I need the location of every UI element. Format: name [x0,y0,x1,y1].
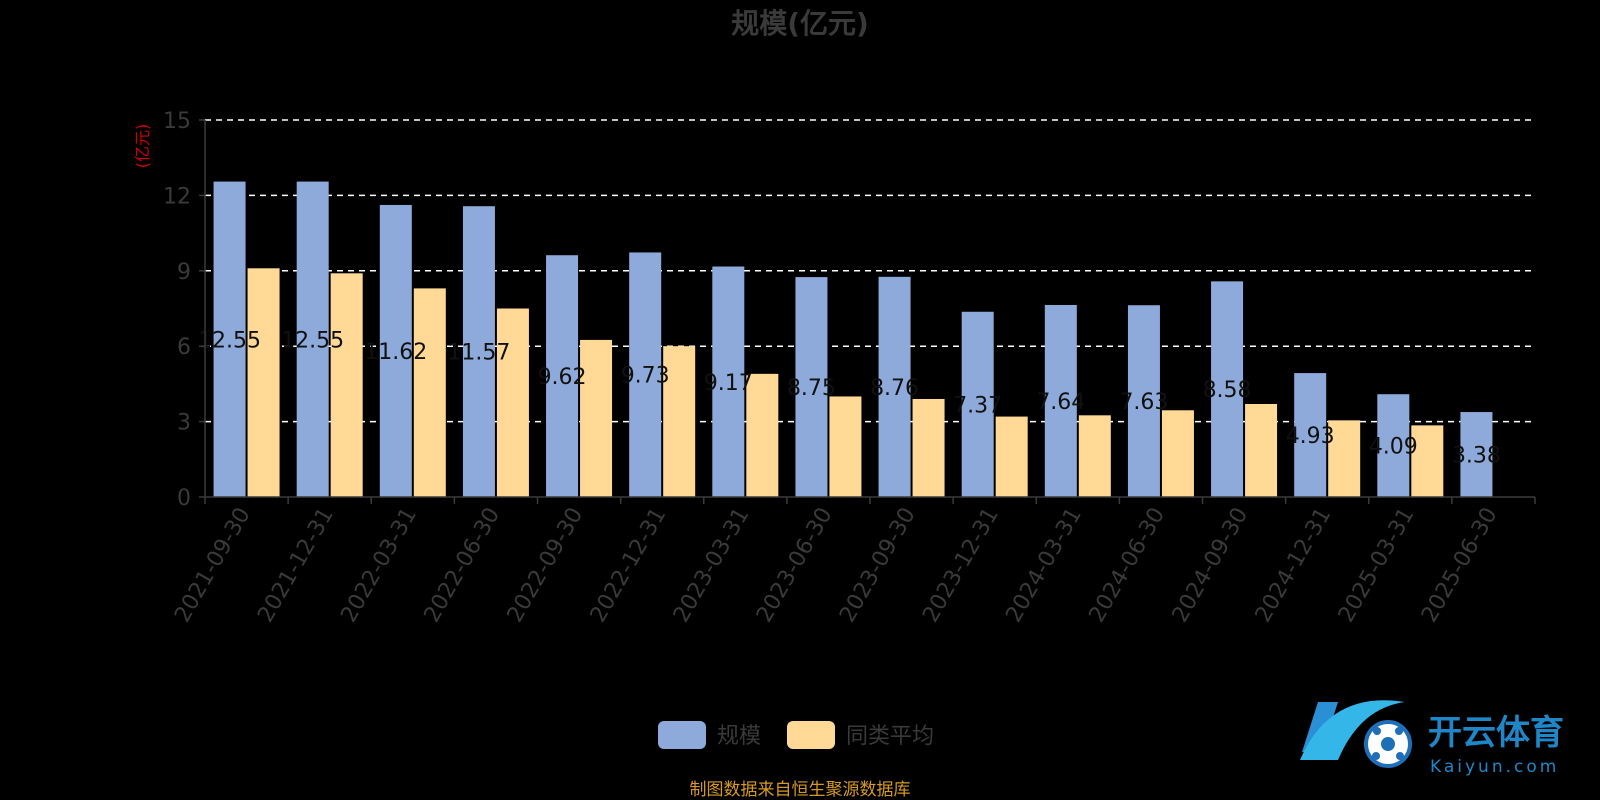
bar-category-average [995,416,1028,497]
x-tick-label: 2025-03-31 [1334,504,1420,627]
bar-category-average [912,398,945,497]
x-tick-label: 2021-12-31 [253,504,339,627]
x-tick-label: 2023-12-31 [918,504,1004,627]
bar-scale [1294,373,1327,497]
legend-item-scale[interactable]: 规模 [658,721,761,749]
y-tick-label: 15 [163,109,191,134]
data-label-scale: 3.38 [1452,444,1501,469]
bar-category-average [580,339,613,497]
x-tick-label: 2024-09-30 [1168,504,1254,627]
data-label-scale: 8.76 [870,376,919,401]
bar-scale [546,255,579,497]
bar-category-average [663,346,696,497]
x-tick-label: 2023-06-30 [752,504,838,627]
data-label-scale: 8.75 [787,376,836,401]
data-label-scale: 9.62 [538,365,587,390]
bar-scale [1127,305,1160,497]
x-tick-label: 2023-03-31 [669,504,755,627]
data-label-scale: 11.62 [364,340,427,365]
data-label-scale: 12.55 [281,328,344,353]
bar-category-average [1078,415,1111,497]
axes-group: 036912152021-09-302021-12-312022-03-3120… [163,109,1536,627]
bar-scale [961,311,994,497]
legend-label: 同类平均 [846,724,934,749]
legend[interactable]: 规模 同类平均 [658,721,934,749]
bar-scale [296,181,329,497]
data-labels-group: 12.55 12.55 11.62 11.57 9.62 9.73 9.17 8.75 8.76… [198,328,1501,468]
bar-scale [1460,412,1493,497]
x-tick-label: 2022-12-31 [586,504,672,627]
y-tick-label: 9 [177,260,191,285]
data-label-scale: 4.09 [1369,435,1418,460]
bar-category-average [1245,404,1278,497]
source-note: 制图数据来自恒生聚源数据库 [690,780,911,800]
x-tick-label: 2024-03-31 [1001,504,1087,627]
data-label-scale: 8.58 [1203,378,1252,403]
bar-scale [878,276,911,497]
y-tick-label: 0 [177,486,191,511]
y-tick-label: 6 [177,335,191,360]
data-label-scale: 9.17 [704,371,753,396]
bar-scale [712,266,745,497]
bar-scale [1044,304,1077,497]
bar-scale [1211,281,1244,497]
logo-swoosh-icon [1300,700,1405,760]
legend-item-category-average[interactable]: 同类平均 [787,721,934,749]
data-label-scale: 4.93 [1286,424,1335,449]
x-tick-label: 2022-03-31 [336,504,422,627]
watermark-logo: 开云体育 Kaiyun.com [1300,700,1564,777]
data-label-scale: 7.63 [1119,390,1168,415]
y-tick-label: 12 [163,184,191,209]
bar-scale [462,206,495,497]
bar-category-average [746,373,779,497]
bars-group [213,181,1493,497]
watermark-domain: Kaiyun.com [1430,757,1559,777]
bar-category-average [829,396,862,497]
x-tick-label: 2022-09-30 [503,504,589,627]
x-tick-label: 2024-12-31 [1251,504,1337,627]
bar-scale [213,181,246,497]
data-label-scale: 9.73 [621,364,670,389]
bar-scale [379,204,412,497]
bar-category-average [413,288,446,497]
bar-scale [795,277,828,497]
data-label-scale: 7.37 [953,393,1002,418]
bar-category-average [496,308,529,497]
data-label-scale: 12.55 [198,328,261,353]
bar-scale [1377,394,1410,497]
legend-swatch [787,721,835,749]
legend-swatch [658,721,706,749]
data-label-scale: 11.57 [447,341,510,366]
bar-category-average [1161,410,1194,497]
watermark-brand: 开云体育 [1428,713,1564,753]
x-tick-label: 2022-06-30 [420,504,506,627]
bar-category-average [1328,420,1361,497]
legend-label: 规模 [717,724,761,749]
chart-title: 规模(亿元) [731,7,869,40]
bar-category-average [1411,425,1444,497]
data-label-scale: 7.64 [1036,390,1085,415]
x-tick-label: 2023-09-30 [835,504,921,627]
x-tick-label: 2024-06-30 [1085,504,1171,627]
y-axis-label: (亿元) [133,124,152,169]
y-tick-label: 3 [177,411,191,436]
bar-category-average [247,268,280,497]
x-tick-label: 2025-06-30 [1417,504,1503,627]
bar-category-average [330,273,363,497]
x-tick-label: 2021-09-30 [170,504,256,627]
bar-scale [629,252,662,497]
